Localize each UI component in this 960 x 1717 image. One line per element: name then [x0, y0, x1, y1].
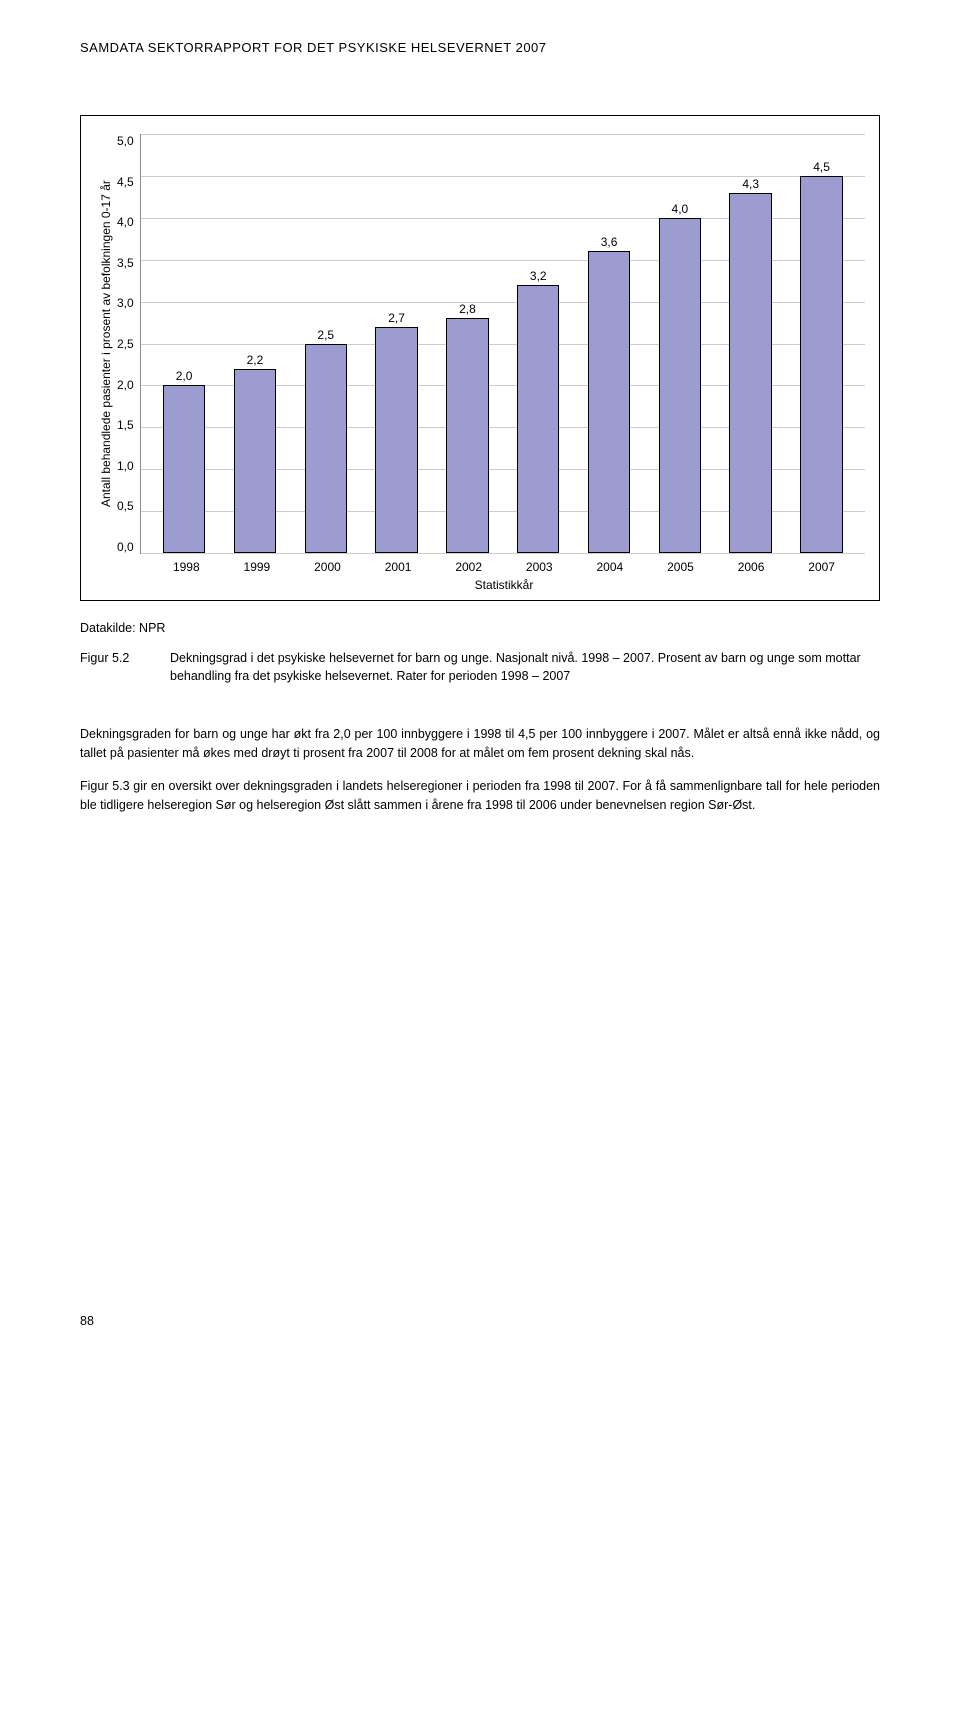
y-tick: 0,5	[117, 499, 134, 513]
chart-container: Antall behandlede pasienter i prosent av…	[80, 115, 880, 601]
bar	[234, 369, 276, 553]
y-axis-label: Antall behandlede pasienter i prosent av…	[95, 134, 117, 554]
y-tick: 1,5	[117, 418, 134, 432]
bar-wrap: 3,2	[503, 134, 574, 553]
bar	[446, 318, 488, 553]
bar-value-label: 4,3	[742, 177, 759, 191]
x-axis-ticks: 1998199920002001200220032004200520062007	[143, 554, 865, 576]
x-tick: 2000	[292, 560, 363, 574]
bar	[800, 176, 842, 553]
bar-value-label: 2,5	[317, 328, 334, 342]
bar-wrap: 4,0	[644, 134, 715, 553]
x-tick: 2004	[575, 560, 646, 574]
x-tick: 1999	[222, 560, 293, 574]
bar-value-label: 2,7	[388, 311, 405, 325]
page-header: SAMDATA SEKTORRAPPORT FOR DET PSYKISKE H…	[80, 40, 880, 55]
x-tick: 2005	[645, 560, 716, 574]
x-tick: 2001	[363, 560, 434, 574]
bar-wrap: 2,8	[432, 134, 503, 553]
bar	[729, 193, 771, 553]
y-tick: 3,0	[117, 296, 134, 310]
bar-wrap: 2,5	[290, 134, 361, 553]
y-tick: 0,0	[117, 540, 134, 554]
bar-wrap: 3,6	[574, 134, 645, 553]
bar-value-label: 2,8	[459, 302, 476, 316]
gridline	[141, 553, 865, 554]
page-number: 88	[80, 1314, 880, 1328]
figure-caption-text: Dekningsgrad i det psykiske helsevernet …	[170, 649, 880, 685]
y-tick: 3,5	[117, 256, 134, 270]
x-tick: 2006	[716, 560, 787, 574]
y-tick: 2,5	[117, 337, 134, 351]
y-tick: 4,5	[117, 175, 134, 189]
data-source: Datakilde: NPR	[80, 621, 880, 635]
x-axis-label: Statistikkår	[143, 578, 865, 592]
figure-number: Figur 5.2	[80, 649, 170, 685]
y-tick: 5,0	[117, 134, 134, 148]
bars-group: 2,0 2,2 2,5 2,7 2,8 3,2 3,6 4,0 4,3 4,5	[141, 134, 865, 553]
bar	[659, 218, 701, 553]
y-tick: 1,0	[117, 459, 134, 473]
bar-wrap: 2,0	[149, 134, 220, 553]
bar-value-label: 2,2	[247, 353, 264, 367]
bar-value-label: 3,6	[601, 235, 618, 249]
bar-value-label: 2,0	[176, 369, 193, 383]
bar	[517, 285, 559, 553]
bar-value-label: 4,0	[672, 202, 689, 216]
y-axis-ticks: 5,0 4,5 4,0 3,5 3,0 2,5 2,0 1,5 1,0 0,5 0,0	[117, 134, 140, 554]
bar-wrap: 2,7	[361, 134, 432, 553]
figure-caption: Figur 5.2 Dekningsgrad i det psykiske he…	[80, 649, 880, 685]
bar-wrap: 4,5	[786, 134, 857, 553]
y-tick: 4,0	[117, 215, 134, 229]
paragraph-2: Figur 5.3 gir en oversikt over dekningsg…	[80, 777, 880, 815]
body-text: Dekningsgraden for barn og unge har økt …	[80, 725, 880, 814]
y-tick: 2,0	[117, 378, 134, 392]
bar-wrap: 2,2	[220, 134, 291, 553]
bar	[305, 344, 347, 554]
bar	[375, 327, 417, 553]
bar-value-label: 3,2	[530, 269, 547, 283]
x-tick: 2002	[433, 560, 504, 574]
chart-plot: 2,0 2,2 2,5 2,7 2,8 3,2 3,6 4,0 4,3 4,5	[140, 134, 865, 554]
bar	[163, 385, 205, 553]
bar	[588, 251, 630, 553]
bar-wrap: 4,3	[715, 134, 786, 553]
x-tick: 2003	[504, 560, 575, 574]
x-tick: 2007	[786, 560, 857, 574]
bar-value-label: 4,5	[813, 160, 830, 174]
x-tick: 1998	[151, 560, 222, 574]
chart-plot-area: Antall behandlede pasienter i prosent av…	[95, 134, 865, 554]
paragraph-1: Dekningsgraden for barn og unge har økt …	[80, 725, 880, 763]
